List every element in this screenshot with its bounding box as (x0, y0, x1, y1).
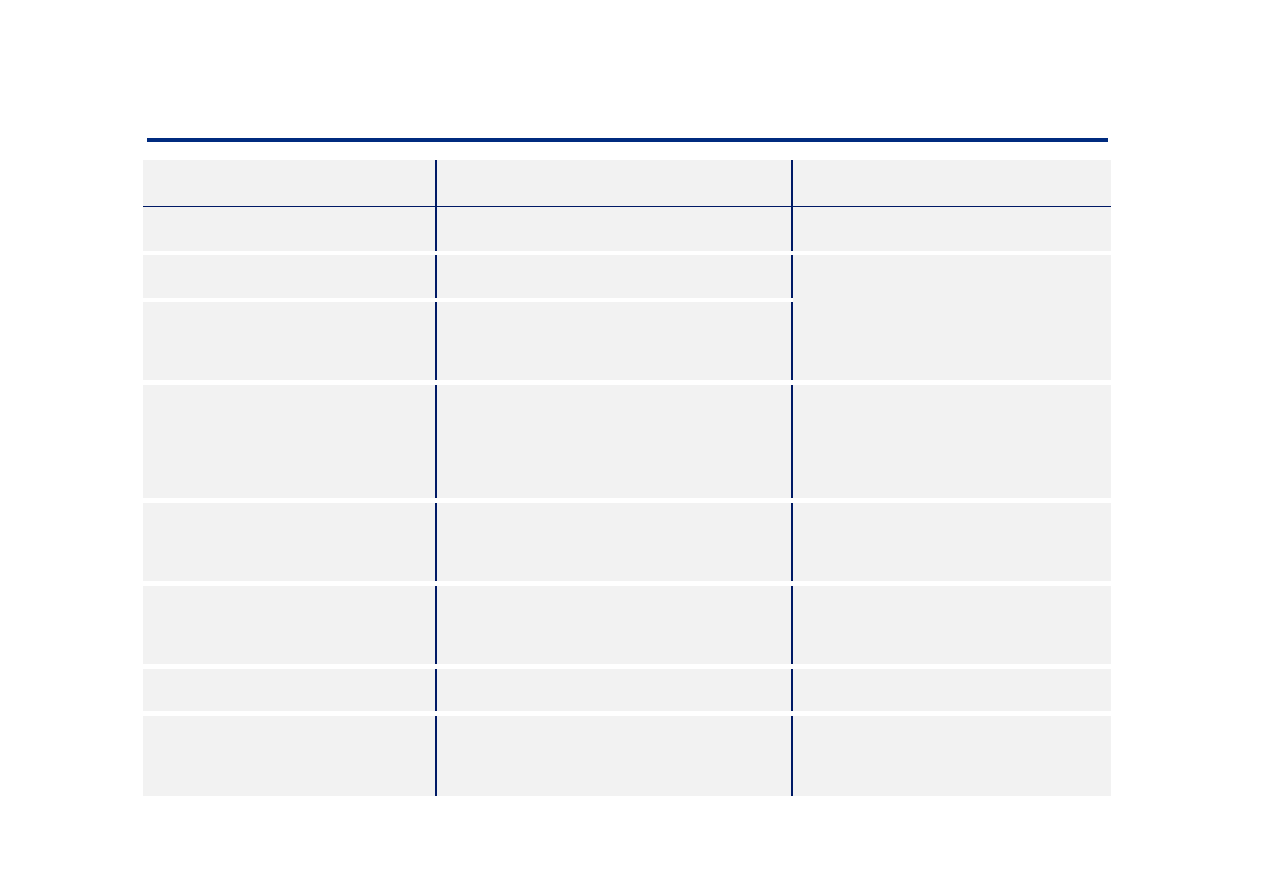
table-cell (793, 716, 1111, 796)
table-cell (793, 669, 1111, 711)
table-cell (143, 716, 435, 796)
header-cell (793, 160, 1111, 206)
column-divider (791, 255, 793, 298)
table-cell (143, 586, 435, 664)
column-divider (791, 385, 793, 498)
header-cell (437, 160, 791, 206)
table-cell (793, 385, 1111, 498)
table-cell (793, 207, 1111, 251)
column-divider (791, 669, 793, 711)
table-cell (143, 669, 435, 711)
header-cell (143, 160, 435, 206)
column-divider (791, 302, 793, 380)
table-cell (437, 385, 791, 498)
header-divider (143, 206, 1111, 207)
column-divider (435, 255, 437, 298)
column-divider (791, 716, 793, 796)
table-cell (793, 255, 1111, 380)
column-divider (791, 503, 793, 581)
table-cell (437, 255, 791, 298)
column-divider (435, 716, 437, 796)
table-cell (143, 207, 435, 251)
table-cell (793, 503, 1111, 581)
title-rule (147, 138, 1108, 142)
table-cell (793, 586, 1111, 664)
column-divider (435, 160, 437, 206)
table-cell (143, 302, 435, 380)
column-divider (435, 207, 437, 251)
table-cell (437, 586, 791, 664)
table-cell (437, 669, 791, 711)
column-divider (435, 669, 437, 711)
column-divider (791, 207, 793, 251)
column-divider (435, 302, 437, 380)
table-cell (437, 716, 791, 796)
table-cell (143, 255, 435, 298)
column-divider (435, 503, 437, 581)
table-cell (143, 503, 435, 581)
table-cell (143, 385, 435, 498)
table-cell (437, 503, 791, 581)
table-cell (437, 207, 791, 251)
column-divider (791, 160, 793, 206)
column-divider (791, 586, 793, 664)
column-divider (435, 385, 437, 498)
table-cell (437, 302, 791, 380)
column-divider (435, 586, 437, 664)
